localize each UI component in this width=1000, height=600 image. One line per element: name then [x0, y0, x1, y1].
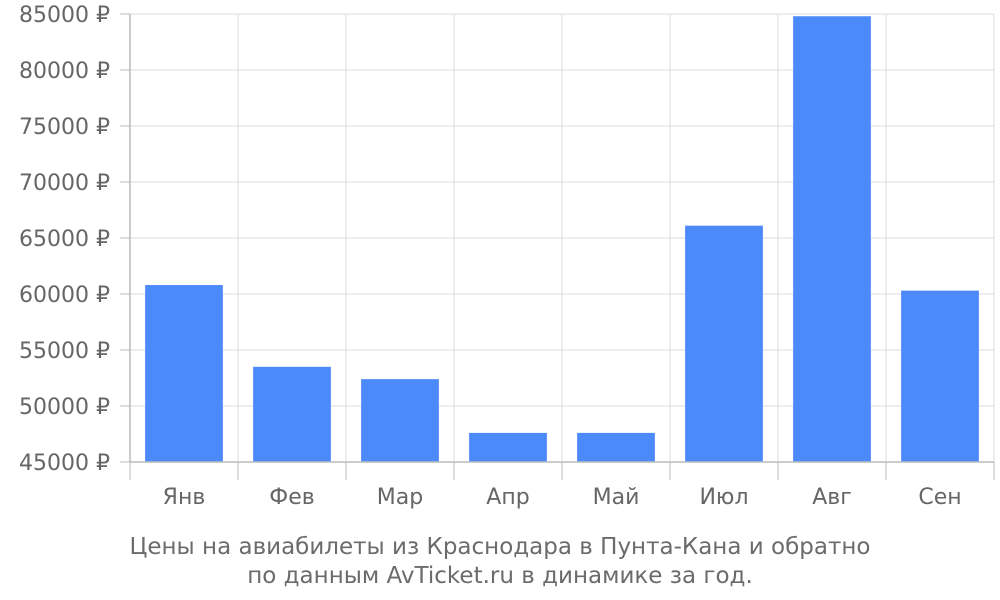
y-tick-label: 65000 ₽ — [19, 227, 110, 252]
caption-line-1: Цены на авиабилеты из Краснодара в Пунта… — [129, 534, 871, 560]
bar-Май — [577, 432, 655, 462]
bar-Фев — [253, 366, 331, 462]
chart-caption: Цены на авиабилеты из Краснодара в Пунта… — [0, 533, 1000, 591]
y-tick-label: 45000 ₽ — [19, 451, 110, 476]
y-tick-label: 80000 ₽ — [19, 59, 110, 84]
axes — [120, 13, 995, 480]
x-tick-label: Фев — [269, 485, 314, 510]
x-tick-label: Июл — [699, 485, 748, 510]
bar-Июл — [685, 225, 763, 462]
caption-line-2: по данным AvTicket.ru в динамике за год. — [247, 563, 753, 589]
bar-chart: 45000 ₽ 50000 ₽ 55000 ₽ 60000 ₽ 65000 ₽ 70000… — [19, 3, 995, 510]
bar-Мар — [361, 379, 439, 462]
x-tick-label: Авг — [812, 485, 852, 510]
x-axis-ticks: Янв Фев Мар Апр Май Июл Авг Сен — [163, 485, 962, 510]
bar-Авг — [793, 16, 871, 463]
x-tick-label: Мар — [377, 485, 423, 510]
bar-Янв — [145, 285, 223, 462]
x-tick-label: Апр — [486, 485, 529, 510]
y-tick-label: 85000 ₽ — [19, 3, 110, 28]
bar-Сен — [901, 290, 979, 462]
y-tick-label: 75000 ₽ — [19, 115, 110, 140]
y-tick-label: 60000 ₽ — [19, 283, 110, 308]
bars — [145, 16, 979, 463]
x-tick-label: Май — [593, 485, 640, 510]
grid — [130, 13, 995, 463]
y-tick-label: 50000 ₽ — [19, 395, 110, 420]
y-tick-label: 55000 ₽ — [19, 339, 110, 364]
x-tick-label: Сен — [918, 485, 961, 510]
bar-Апр — [469, 432, 547, 462]
y-tick-label: 70000 ₽ — [19, 171, 110, 196]
y-axis-ticks: 45000 ₽ 50000 ₽ 55000 ₽ 60000 ₽ 65000 ₽ 70000… — [19, 3, 110, 476]
x-tick-label: Янв — [163, 485, 206, 510]
